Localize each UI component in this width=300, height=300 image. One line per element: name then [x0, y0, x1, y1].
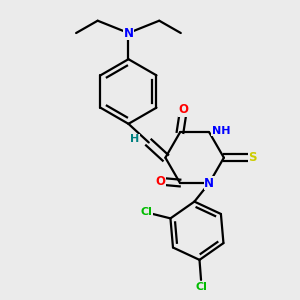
Text: NH: NH [212, 126, 230, 136]
Text: O: O [155, 175, 165, 188]
Text: Cl: Cl [195, 282, 207, 292]
Text: H: H [130, 134, 140, 144]
Text: N: N [204, 176, 214, 190]
Text: S: S [248, 151, 257, 164]
Text: Cl: Cl [140, 207, 152, 217]
Text: O: O [178, 103, 188, 116]
Text: N: N [124, 26, 134, 40]
